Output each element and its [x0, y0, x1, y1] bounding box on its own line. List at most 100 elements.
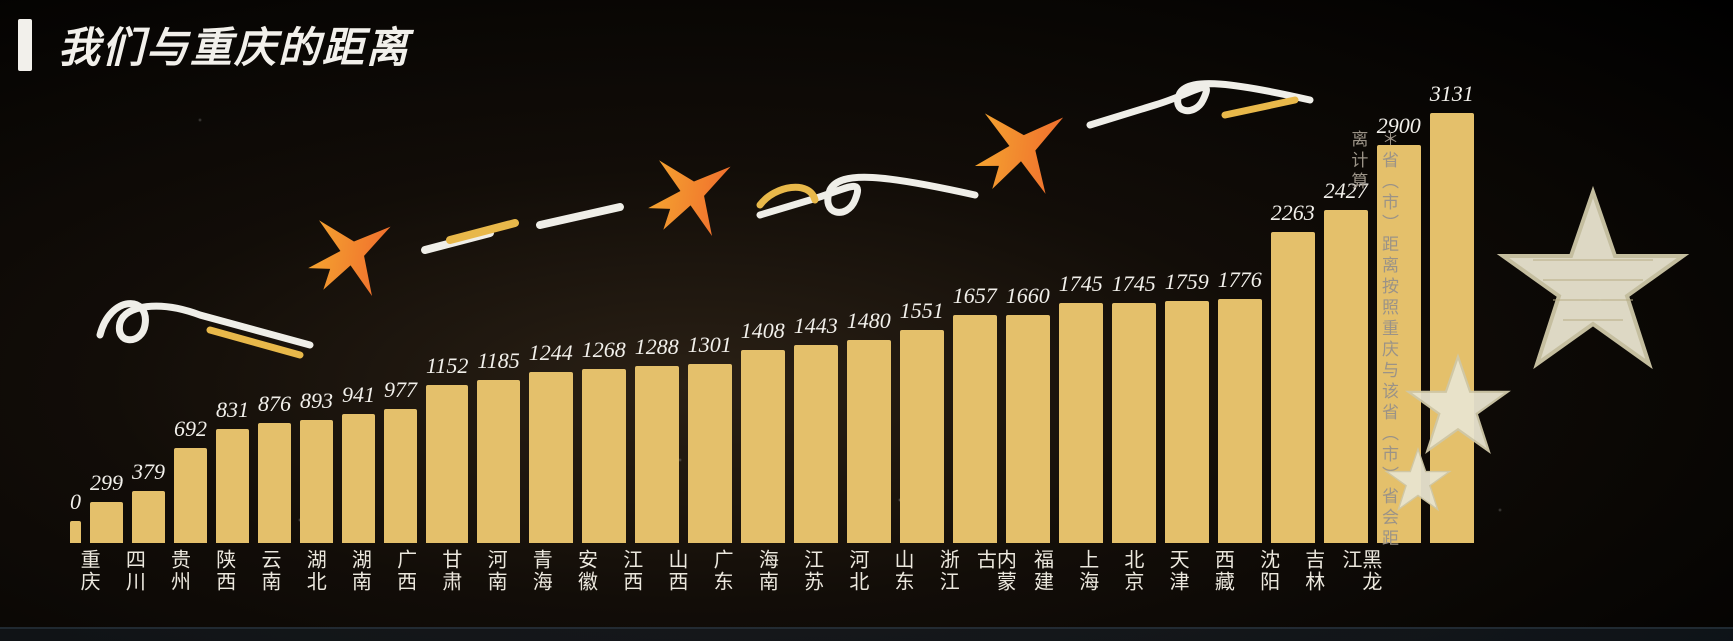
bar-rect [582, 369, 626, 543]
bar-rect [1006, 315, 1050, 543]
bar-col: 941 [342, 81, 375, 543]
label-col: 吉林 [1295, 543, 1331, 601]
chart-title: 我们与重庆的距离 [18, 14, 410, 75]
bar-col: 1745 [1112, 81, 1156, 543]
bar-rect [300, 420, 333, 543]
label-col: 青海 [522, 543, 558, 601]
bar-value-label: 692 [174, 416, 207, 442]
bar-value-label: 1776 [1218, 267, 1262, 293]
label-col: 贵州 [160, 543, 196, 601]
bar-col: 379 [132, 81, 165, 543]
category-label: 山西 [666, 549, 686, 601]
bar-value-label: 379 [132, 459, 165, 485]
bar-rect [953, 315, 997, 543]
bar-col: 1301 [688, 81, 732, 543]
bar-value-label: 893 [300, 388, 333, 414]
bar-rect [529, 372, 573, 543]
bar-value-label: 1408 [741, 318, 785, 344]
star-icon-large [1493, 180, 1693, 380]
bar-col: 1244 [529, 81, 573, 543]
label-col: 黑龙江 [1340, 543, 1380, 601]
label-col: 江苏 [794, 543, 830, 601]
category-label: 湖北 [304, 549, 324, 601]
bar-rect [688, 364, 732, 543]
category-label: 重庆 [78, 549, 98, 601]
category-label: 黑龙江 [1340, 549, 1380, 601]
label-col: 湖北 [296, 543, 332, 601]
label-col: 广东 [703, 543, 739, 601]
bar-value-label: 1185 [477, 348, 519, 374]
category-label: 甘肃 [440, 549, 460, 601]
category-label: 青海 [530, 549, 550, 601]
category-label: 四川 [123, 549, 143, 601]
bar-col: 893 [300, 81, 333, 543]
title-accent-bar [18, 19, 32, 71]
bar-col: 1551 [900, 81, 944, 543]
bar-rect [426, 385, 468, 543]
bar-value-label: 1745 [1112, 271, 1156, 297]
category-label: 河北 [847, 549, 867, 601]
label-col: 山西 [658, 543, 694, 601]
label-col: 海南 [748, 543, 784, 601]
bar-col: 1185 [477, 81, 519, 543]
bar-rect [900, 330, 944, 543]
label-col: 广西 [387, 543, 423, 601]
label-col: 上海 [1069, 543, 1105, 601]
category-label: 天津 [1167, 549, 1187, 601]
bar-value-label: 3131 [1430, 81, 1474, 107]
bar-col: 1152 [426, 81, 468, 543]
star-icon-small [1383, 445, 1453, 515]
bar-col: 1288 [635, 81, 679, 543]
bar-col: 1408 [741, 81, 785, 543]
bar-col: 831 [216, 81, 249, 543]
bar-col: 1776 [1218, 81, 1262, 543]
bar-value-label: 1288 [635, 334, 679, 360]
label-col: 福建 [1023, 543, 1059, 601]
bar-rect [1271, 232, 1315, 543]
bar-rect [258, 423, 291, 543]
category-label: 江苏 [802, 549, 822, 601]
label-col: 浙江 [929, 543, 965, 601]
label-col: 北京 [1114, 543, 1150, 601]
bar-value-label: 1480 [847, 308, 891, 334]
category-label: 江西 [621, 549, 641, 601]
bar-value-label: 2263 [1271, 200, 1315, 226]
bar-value-label: 1268 [582, 337, 626, 363]
label-col: 四川 [115, 543, 151, 601]
bar-rect [1218, 299, 1262, 543]
category-label: 广西 [395, 549, 415, 601]
category-label: 贵州 [169, 549, 189, 601]
category-label: 海南 [756, 549, 776, 601]
bar-value-label: 1657 [953, 283, 997, 309]
category-label: 福建 [1031, 549, 1051, 601]
bar-col: 876 [258, 81, 291, 543]
labels-container: 重庆四川贵州陕西云南湖北湖南广西甘肃河南青海安徽江西山西广东海南江苏河北山东浙江… [70, 543, 1380, 601]
category-label: 内蒙古 [974, 549, 1014, 601]
bars-container: 0299379692831876893941977115211851244126… [70, 81, 1380, 543]
bar-rect [70, 521, 81, 543]
bar-value-label: 1443 [794, 313, 838, 339]
bar-value-label: 1152 [426, 353, 468, 379]
bar-col: 1443 [794, 81, 838, 543]
label-col: 湖南 [341, 543, 377, 601]
category-label: 北京 [1122, 549, 1142, 601]
bar-rect [384, 409, 417, 543]
bar-value-label: 0 [70, 489, 81, 515]
bar-rect [342, 414, 375, 543]
category-label: 湖南 [349, 549, 369, 601]
category-label: 安徽 [576, 549, 596, 601]
bar-rect [174, 448, 207, 543]
bar-col: 2263 [1271, 81, 1315, 543]
label-col: 沈阳 [1249, 543, 1285, 601]
label-col: 西藏 [1204, 543, 1240, 601]
category-label: 上海 [1077, 549, 1097, 601]
bar-rect [477, 380, 519, 543]
bar-rect [90, 502, 123, 543]
bar-col: 1268 [582, 81, 626, 543]
bar-rect [216, 429, 249, 543]
label-col: 甘肃 [432, 543, 468, 601]
bar-value-label: 876 [258, 391, 291, 417]
label-col: 重庆 [70, 543, 106, 601]
distance-bar-chart: 0299379692831876893941977115211851244126… [70, 81, 1380, 601]
category-label: 沈阳 [1258, 549, 1278, 601]
